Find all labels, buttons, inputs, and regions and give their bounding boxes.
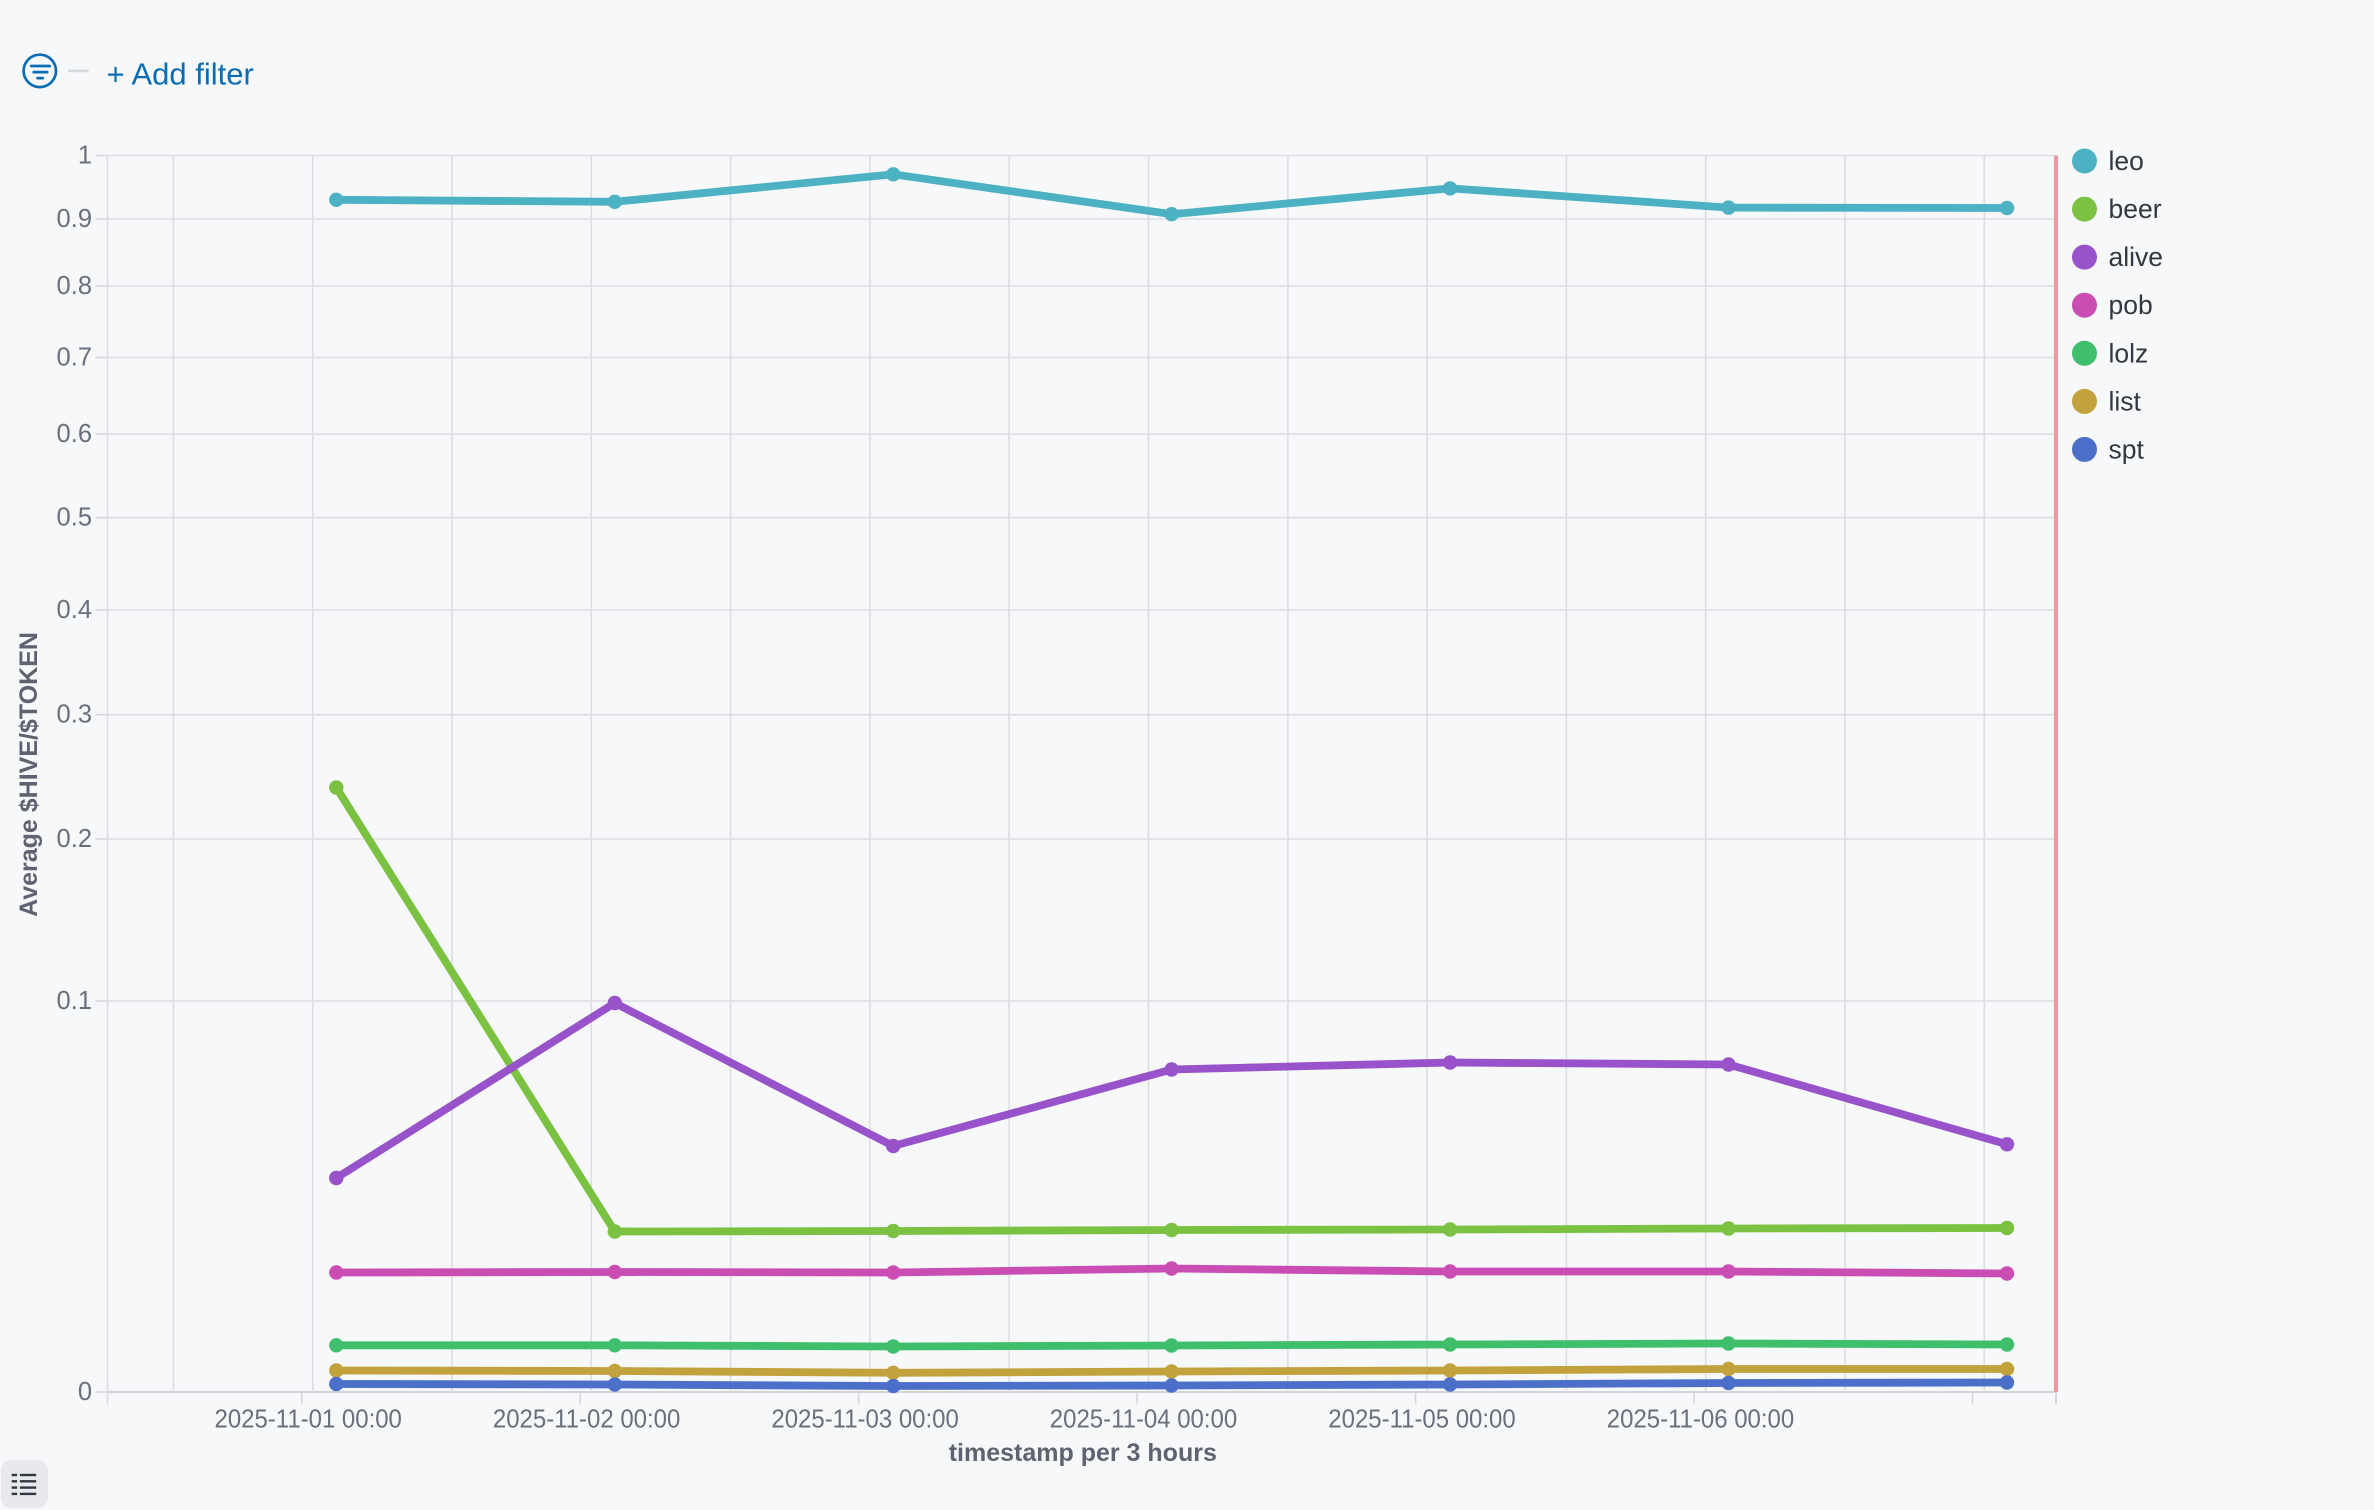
svg-text:2025-11-06 00:00: 2025-11-06 00:00 <box>1607 1406 1794 1434</box>
svg-text:0.7: 0.7 <box>57 344 92 372</box>
svg-text:0: 0 <box>78 1378 92 1406</box>
svg-text:leo: leo <box>2109 146 2144 176</box>
svg-text:+ Add filter: + Add filter <box>107 57 254 92</box>
svg-text:2025-11-03 00:00: 2025-11-03 00:00 <box>771 1406 958 1434</box>
svg-text:timestamp per 3 hours: timestamp per 3 hours <box>949 1439 1217 1467</box>
svg-text:0.2: 0.2 <box>57 825 92 853</box>
svg-text:0.1: 0.1 <box>57 987 92 1015</box>
svg-text:2025-11-04 00:00: 2025-11-04 00:00 <box>1050 1406 1237 1434</box>
svg-text:list: list <box>2109 386 2142 416</box>
svg-text:2025-11-05 00:00: 2025-11-05 00:00 <box>1328 1406 1515 1434</box>
svg-text:alive: alive <box>2109 242 2164 272</box>
svg-text:1: 1 <box>78 142 92 170</box>
svg-text:0.9: 0.9 <box>57 205 92 233</box>
svg-text:2025-11-02 00:00: 2025-11-02 00:00 <box>493 1406 680 1434</box>
svg-text:0.4: 0.4 <box>57 596 92 624</box>
svg-text:beer: beer <box>2109 194 2162 224</box>
svg-text:lolz: lolz <box>2109 338 2149 368</box>
svg-text:0.6: 0.6 <box>57 420 92 448</box>
svg-text:Average $HIVE/$TOKEN: Average $HIVE/$TOKEN <box>15 632 43 917</box>
svg-text:0.5: 0.5 <box>57 504 92 532</box>
svg-text:0.3: 0.3 <box>57 701 92 729</box>
svg-text:pob: pob <box>2109 290 2153 320</box>
svg-text:spt: spt <box>2109 434 2145 464</box>
svg-text:0.8: 0.8 <box>57 272 92 300</box>
svg-text:2025-11-01 00:00: 2025-11-01 00:00 <box>215 1406 402 1434</box>
